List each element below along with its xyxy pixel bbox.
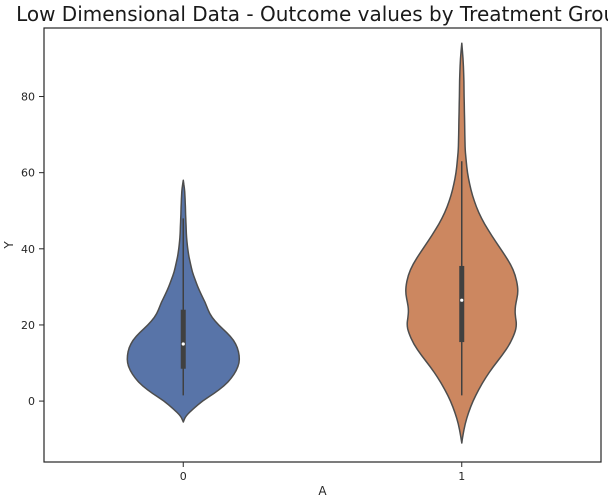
y-tick-label-80: 80 — [21, 91, 35, 104]
y-tick-label-60: 60 — [21, 167, 35, 180]
median-marker-1 — [460, 298, 464, 302]
x-tick-label-0: 0 — [180, 470, 187, 483]
x-tick-label-1: 1 — [458, 470, 465, 483]
axes: 0 20 40 60 80 0 1 — [21, 91, 465, 483]
iqr-box-1 — [459, 265, 465, 343]
iqr-box-0 — [180, 309, 186, 369]
y-axis-label: Y — [2, 241, 16, 250]
plot-area — [126, 42, 519, 444]
x-axis-label: A — [318, 484, 327, 498]
plot-frame — [43, 27, 602, 463]
chart-title: Low Dimensional Data - Outcome values by… — [16, 2, 608, 26]
median-marker-0 — [181, 342, 185, 346]
y-tick-label-40: 40 — [21, 243, 35, 256]
y-tick-label-20: 20 — [21, 319, 35, 332]
y-tick-label-0: 0 — [28, 395, 35, 408]
